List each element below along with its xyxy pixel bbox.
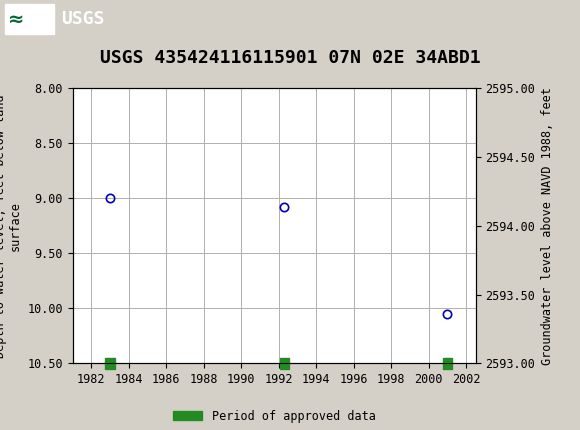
Bar	[5, 4, 54, 34]
Y-axis label: Depth to water level, feet below land
surface: Depth to water level, feet below land su…	[0, 94, 21, 358]
Bar	[106, 358, 115, 369]
Bar	[443, 358, 452, 369]
Text: USGS: USGS	[61, 10, 104, 28]
Text: ≈: ≈	[8, 9, 24, 28]
Bar	[280, 358, 289, 369]
Y-axis label: Groundwater level above NAVD 1988, feet: Groundwater level above NAVD 1988, feet	[541, 87, 554, 365]
Legend: Period of approved data: Period of approved data	[168, 405, 380, 427]
Text: USGS 435424116115901 07N 02E 34ABD1: USGS 435424116115901 07N 02E 34ABD1	[100, 49, 480, 67]
